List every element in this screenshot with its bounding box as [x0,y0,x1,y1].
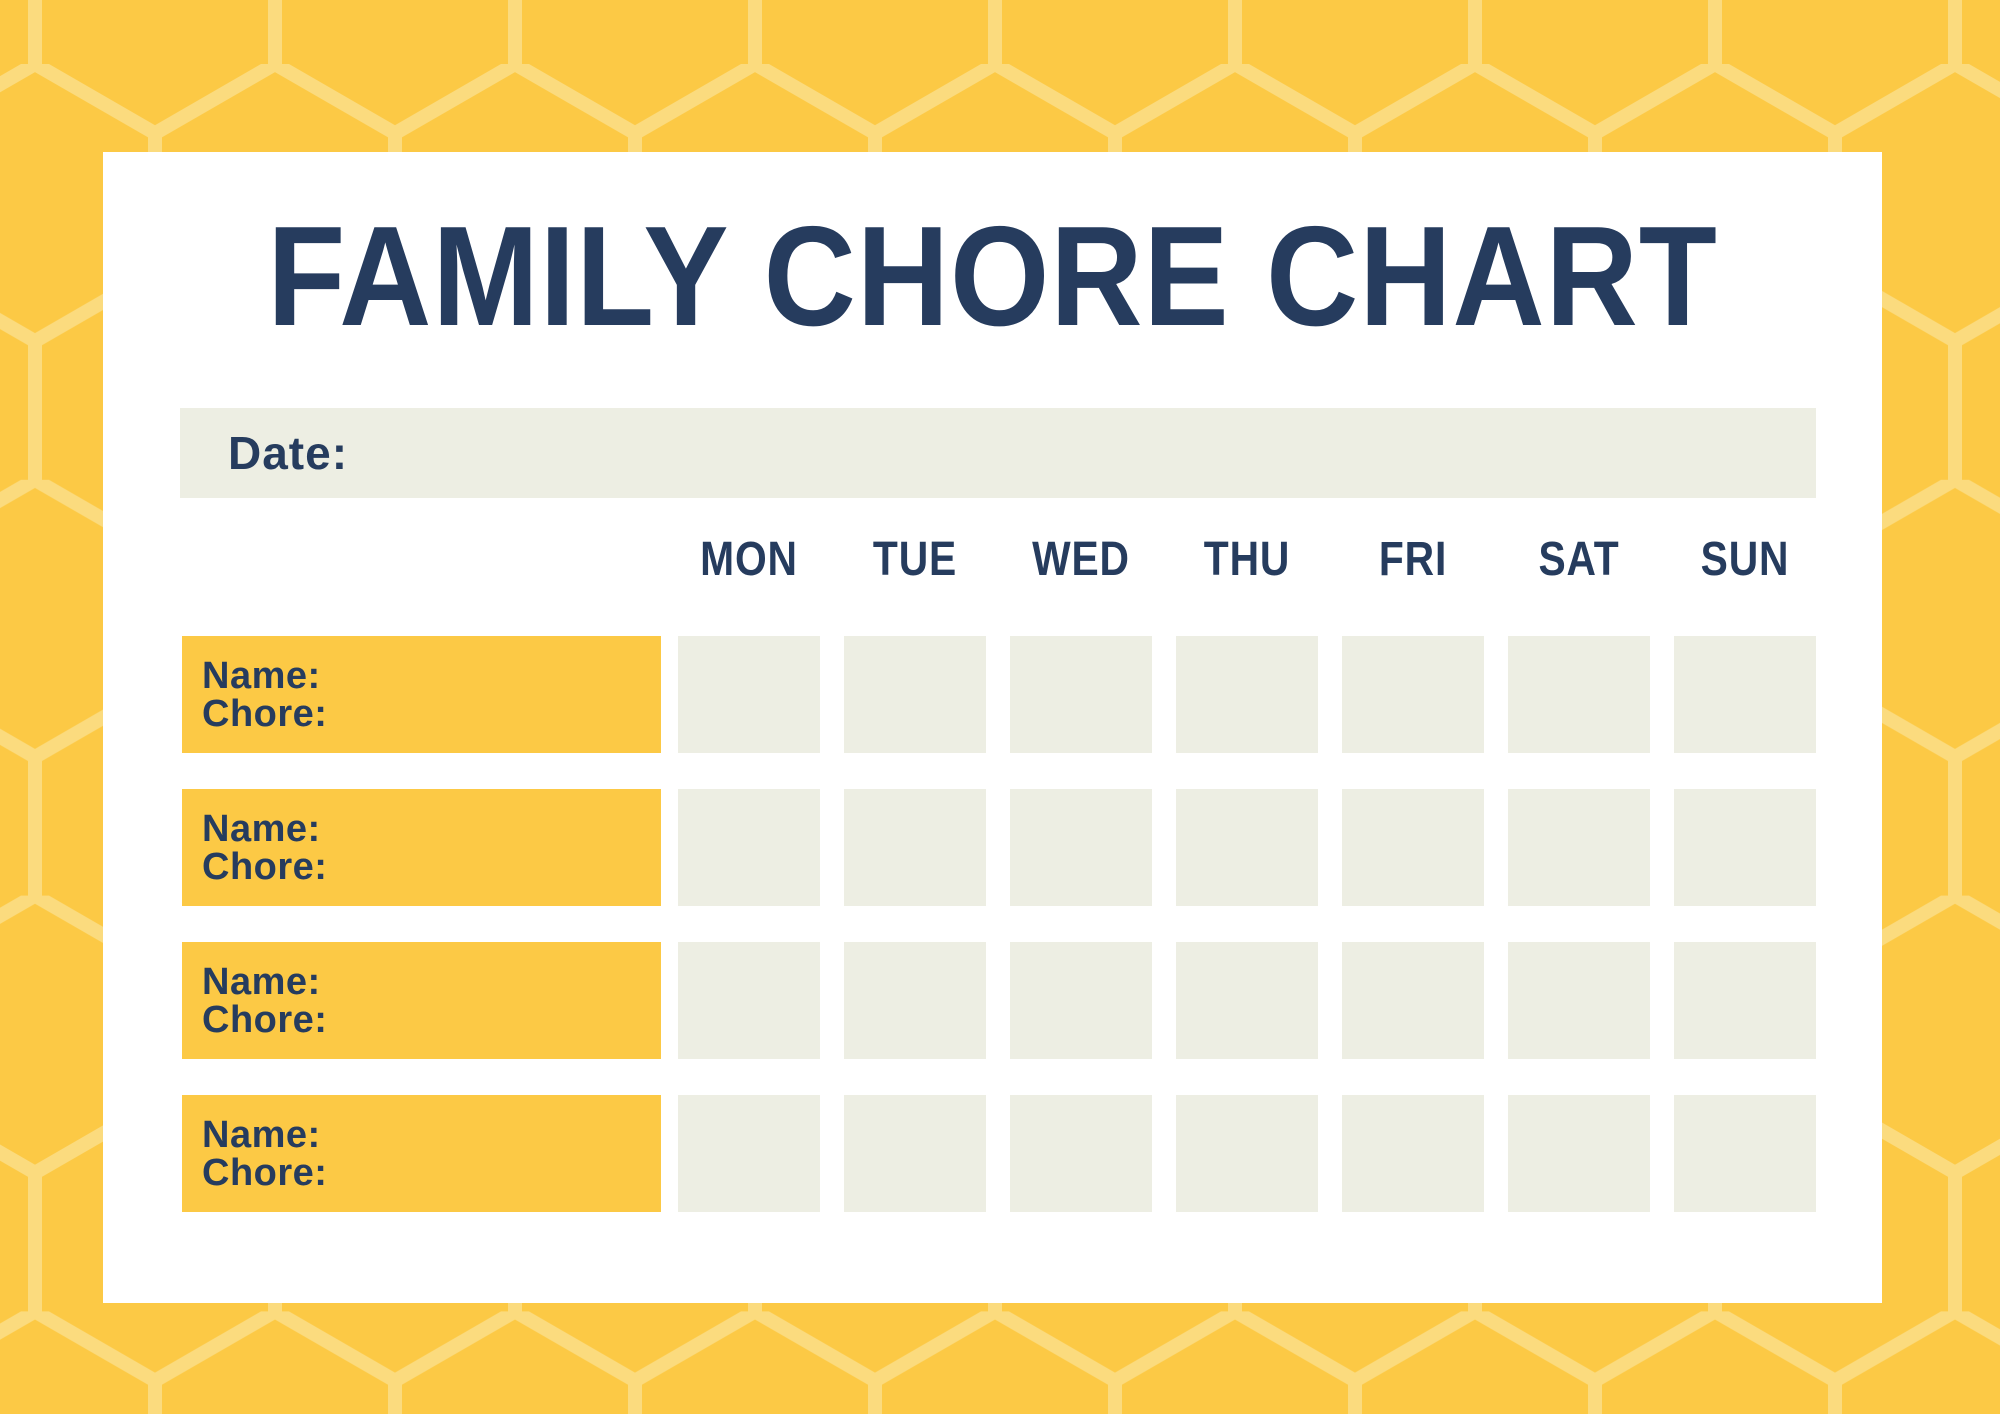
chore-cell[interactable] [844,942,986,1059]
cell-grid-row-1 [678,636,1816,753]
chore-label: Chore: [202,845,328,888]
chore-cell[interactable] [1508,636,1650,753]
date-label: Date: [228,427,349,479]
chore-row-1: Name: Chore: [103,636,1882,753]
name-label: Name: [202,654,321,697]
cell-grid-row-3 [678,942,1816,1059]
name-chore-block-4[interactable]: Name: Chore: [182,1095,661,1212]
chore-row-4: Name: Chore: [103,1095,1882,1212]
chore-cell[interactable] [1674,789,1816,906]
date-field[interactable]: Date: [180,408,1816,498]
chore-cell[interactable] [1342,789,1484,906]
day-header-wed: WED [1032,533,1130,586]
chore-cell[interactable] [1010,942,1152,1059]
chore-cell[interactable] [678,942,820,1059]
chore-cell[interactable] [1176,1095,1318,1212]
chore-cell[interactable] [1010,789,1152,906]
day-header-tue: TUE [872,533,958,586]
name-chore-block-3[interactable]: Name: Chore: [182,942,661,1059]
day-header-thu: THU [1203,533,1291,586]
chore-cell[interactable] [1674,942,1816,1059]
page-title: FAMILY CHORE CHART [267,197,1718,356]
chore-cell[interactable] [1176,942,1318,1059]
name-label: Name: [202,960,321,1003]
chore-cell[interactable] [1176,789,1318,906]
chore-label: Chore: [202,1151,328,1194]
name-chore-block-1[interactable]: Name: Chore: [182,636,661,753]
chore-cell[interactable] [1010,636,1152,753]
chore-cell[interactable] [1674,1095,1816,1212]
chore-cell[interactable] [1176,636,1318,753]
chore-chart-card: FAMILY CHORE CHART Date: MON TUE WED THU… [103,152,1882,1303]
name-label: Name: [202,1113,321,1156]
chore-cell[interactable] [1508,789,1650,906]
chore-cell[interactable] [678,1095,820,1212]
chore-cell[interactable] [844,789,986,906]
chore-cell[interactable] [844,1095,986,1212]
chore-row-2: Name: Chore: [103,789,1882,906]
chore-cell[interactable] [1508,1095,1650,1212]
cell-grid-row-2 [678,789,1816,906]
chore-cell[interactable] [1674,636,1816,753]
day-header-sun: SUN [1700,533,1790,586]
cell-grid-row-4 [678,1095,1816,1212]
chore-cell[interactable] [844,636,986,753]
day-header-mon: MON [700,533,798,586]
chore-cell[interactable] [1342,636,1484,753]
chore-cell[interactable] [1342,942,1484,1059]
name-label: Name: [202,807,321,850]
chore-cell[interactable] [1508,942,1650,1059]
chore-cell[interactable] [678,636,820,753]
day-header-row: MON TUE WED THU FRI SAT SUN [678,534,1816,586]
chore-cell[interactable] [1010,1095,1152,1212]
name-chore-block-2[interactable]: Name: Chore: [182,789,661,906]
chore-cell[interactable] [678,789,820,906]
chore-cell[interactable] [1342,1095,1484,1212]
chore-label: Chore: [202,998,328,1041]
chore-row-3: Name: Chore: [103,942,1882,1059]
chore-label: Chore: [202,692,328,735]
day-header-sat: SAT [1538,533,1620,586]
day-header-fri: FRI [1378,533,1448,586]
